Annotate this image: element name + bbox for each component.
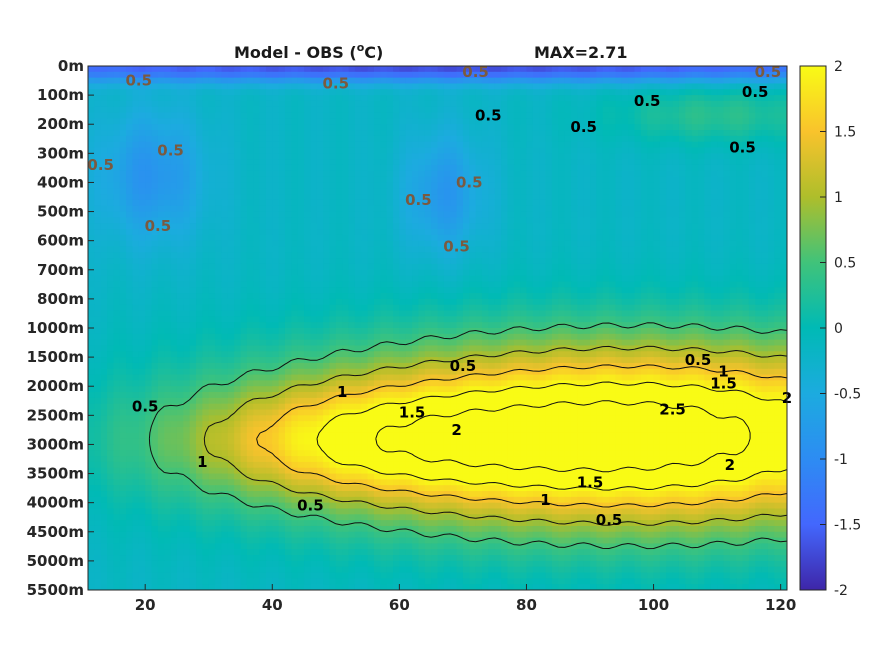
- x-tick-label: 80: [516, 596, 537, 614]
- x-tick-label: 60: [389, 596, 410, 614]
- contour-label: 1: [197, 453, 207, 471]
- contour-label: 1: [718, 363, 728, 381]
- contour-labels: 0.5 0.50.5111.51.5222.5211.510.50.50.50.5…: [87, 63, 792, 529]
- contour-label: 0.5: [126, 72, 153, 90]
- y-axis: 0m 100m 200m 300m 400m 500m 600m 700m 800m 1000m 1…: [27, 57, 94, 599]
- contour-label: 1.5: [577, 473, 604, 491]
- colorbar-tick-label: -1.5: [834, 518, 861, 534]
- y-tick-label: 600m: [37, 232, 84, 250]
- y-tick-label: 5000m: [27, 552, 84, 570]
- y-tick-label: 5500m: [27, 581, 84, 599]
- colorbar-tick-label: 1: [834, 190, 843, 206]
- colorbar-tick-label: -1: [834, 452, 848, 468]
- y-tick-label: 0m: [58, 57, 84, 75]
- contour-label: 0.5: [405, 191, 432, 209]
- y-tick-label: 2500m: [27, 406, 84, 424]
- contour-label: 1.5: [399, 403, 426, 421]
- x-tick-label: 120: [765, 596, 796, 614]
- y-tick-label: 300m: [37, 144, 84, 162]
- contour-label: 0.5: [297, 497, 324, 515]
- contour-label: 0.5: [450, 357, 477, 375]
- y-tick-label: 800m: [37, 290, 84, 308]
- contour-label: 0.5: [462, 63, 489, 81]
- x-axis: 20 40 60 80 100 120: [135, 584, 796, 614]
- y-tick-label: 1500m: [27, 348, 84, 366]
- contour-label: 0.5: [570, 118, 597, 136]
- contour-label: 1: [540, 491, 550, 509]
- y-tick-label: 500m: [37, 203, 84, 221]
- contour-label: 0.5: [475, 107, 502, 125]
- x-tick-label: 20: [135, 596, 156, 614]
- contour-line: [148, 322, 787, 550]
- colorbar-ticks: 2 1.5 1 0.5 0 -0.5 -1 -1.5 -2: [820, 59, 861, 599]
- x-tick-label: 100: [638, 596, 669, 614]
- contour-label: 0.5: [157, 141, 184, 159]
- contour-label: 0.5: [729, 139, 756, 157]
- y-tick-label: 100m: [37, 86, 84, 104]
- colorbar-tick-label: -2: [834, 583, 848, 599]
- contour-label: 2.5: [659, 401, 686, 419]
- contour-label: 0.5: [596, 511, 623, 529]
- y-tick-label: 4500m: [27, 523, 84, 541]
- y-tick-label: 700m: [37, 261, 84, 279]
- contour-label: 0.5: [323, 75, 350, 93]
- contour-line: [375, 400, 751, 473]
- contour-label: 1: [337, 383, 347, 401]
- heatmap-field: [88, 66, 787, 590]
- colorbar-tick-label: 0: [834, 321, 843, 337]
- y-tick-label: 1000m: [27, 319, 84, 337]
- contour-label: 0.5: [685, 351, 712, 369]
- chart-title: Model - OBS (oC): [234, 41, 383, 62]
- contour-label: 2: [725, 456, 735, 474]
- y-tick-label: 3000m: [27, 435, 84, 453]
- contour-label: 0.5: [742, 83, 769, 101]
- colorbar-tick-label: -0.5: [834, 387, 861, 403]
- contour-label: 0.5: [87, 156, 114, 174]
- max-value-label: MAX=2.71: [534, 43, 628, 62]
- contour-label: 0.5: [755, 63, 782, 81]
- contour-line: [316, 381, 787, 491]
- contour-label: 0.5: [132, 398, 159, 416]
- y-tick-label: 200m: [37, 115, 84, 133]
- contour-label: 0.5: [443, 238, 470, 256]
- contour-label: 2: [451, 421, 461, 439]
- contour-label: 0.5: [634, 92, 661, 110]
- colorbar-tick-label: 1.5: [834, 125, 856, 141]
- contour-line: [203, 345, 787, 526]
- colorbar-tick-label: 2: [834, 59, 843, 75]
- y-tick-label: 400m: [37, 173, 84, 191]
- y-tick-label: 3500m: [27, 465, 84, 483]
- contour-label: 1.5: [710, 374, 737, 392]
- contour-label: 0.5: [456, 173, 483, 191]
- contour-line: [256, 364, 787, 508]
- contour-lines: [148, 322, 787, 550]
- colorbar-tick-label: 0.5: [834, 256, 856, 272]
- x-tick-label: 40: [262, 596, 283, 614]
- y-tick-label: 4000m: [27, 494, 84, 512]
- contour-label: 0.5: [145, 217, 172, 235]
- y-tick-label: 2000m: [27, 377, 84, 395]
